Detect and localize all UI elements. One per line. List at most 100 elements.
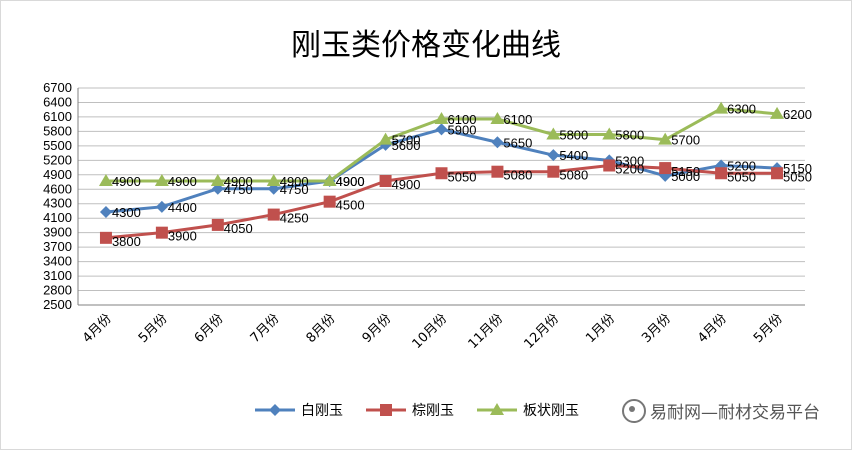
y-tick-label: 2800: [43, 283, 72, 298]
x-tick-label: 12月份: [521, 311, 562, 352]
x-tick-label: 7月份: [248, 311, 283, 346]
x-tick-label: 3月份: [639, 311, 674, 346]
data-label: 4900: [224, 174, 253, 189]
y-tick-label: 4900: [43, 167, 72, 182]
x-tick-label: 10月份: [410, 311, 451, 352]
x-tick-label: 4月份: [695, 311, 730, 346]
legend-marker: [380, 404, 392, 416]
data-point: [266, 174, 281, 186]
data-point: [547, 165, 560, 178]
legend-label: 板状刚玉: [523, 403, 579, 419]
data-point: [491, 136, 504, 149]
y-tick-label: 6400: [43, 94, 72, 109]
y-tick-label: 4300: [43, 196, 72, 211]
y-tick-label: 6700: [43, 80, 72, 95]
data-label: 4050: [224, 221, 253, 236]
data-point: [602, 127, 617, 140]
data-label: 5080: [503, 168, 532, 183]
data-point: [434, 112, 449, 124]
y-tick-label: 3100: [43, 268, 72, 283]
data-point: [99, 231, 112, 244]
data-label: 5800: [559, 128, 588, 143]
x-tick-label: 5月份: [136, 311, 171, 346]
x-tick-label: 11月份: [466, 311, 507, 352]
y-tick-label: 5800: [43, 123, 72, 138]
data-point: [770, 106, 785, 119]
x-tick-label: 6月份: [192, 311, 227, 346]
legend-marker: [490, 403, 504, 415]
data-label: 5150: [783, 161, 812, 176]
data-label: 5900: [448, 122, 477, 137]
data-point: [715, 167, 728, 180]
data-point: [378, 132, 393, 145]
data-label: 5800: [615, 128, 644, 143]
data-label: 4900: [336, 174, 365, 189]
data-label: 5300: [615, 153, 644, 168]
data-label: 4400: [168, 200, 197, 215]
data-point: [155, 200, 168, 213]
data-label: 6200: [783, 107, 812, 122]
legend-marker: [269, 404, 281, 416]
data-label: 5150: [671, 164, 700, 179]
x-tick-label: 5月份: [751, 311, 786, 346]
data-label: 4750: [280, 182, 309, 197]
x-tick-label: 1月份: [583, 311, 618, 346]
y-tick-label: 4100: [43, 210, 72, 225]
data-point: [210, 174, 225, 186]
y-tick-label: 5500: [43, 138, 72, 153]
watermark-text: 易耐网—耐材交易平台: [650, 403, 820, 423]
data-point: [155, 226, 168, 239]
watermark: 易耐网—耐材交易平台: [622, 398, 820, 423]
data-label: 6100: [448, 112, 477, 127]
data-label: 5050: [727, 169, 756, 184]
data-label: 3900: [168, 229, 197, 244]
data-label: 5650: [503, 135, 532, 150]
y-tick-label: 3900: [43, 225, 72, 240]
data-label: 4900: [280, 174, 309, 189]
data-label: 5200: [727, 159, 756, 174]
data-point: [603, 159, 616, 172]
data-point: [267, 208, 280, 221]
data-label: 6100: [503, 112, 532, 127]
data-point: [322, 174, 337, 186]
data-point: [98, 174, 113, 186]
data-label: 3800: [112, 234, 141, 249]
y-tick-label: 3700: [43, 239, 72, 254]
data-point: [435, 167, 448, 180]
data-label: 5050: [448, 169, 477, 184]
data-label: 4900: [336, 174, 365, 189]
chart-title: 刚玉类价格变化曲线: [291, 28, 561, 63]
data-point: [435, 123, 448, 136]
data-label: 5000: [671, 169, 700, 184]
x-tick-label: 9月份: [360, 311, 395, 346]
data-point: [154, 174, 169, 186]
data-label: 5700: [671, 133, 700, 148]
data-point: [771, 167, 784, 180]
data-point: [547, 149, 560, 162]
data-label: 4750: [224, 182, 253, 197]
data-label: 4500: [336, 198, 365, 213]
legend-label: 棕刚玉: [412, 403, 454, 419]
data-point: [211, 218, 224, 231]
x-tick-label: 4月份: [80, 311, 115, 346]
data-label: 4300: [112, 205, 141, 220]
data-point: [323, 195, 336, 208]
y-tick-label: 2500: [43, 297, 72, 312]
data-label: 6300: [727, 102, 756, 117]
legend-label: 白刚玉: [301, 403, 343, 419]
data-point: [491, 165, 504, 178]
data-label: 5050: [783, 169, 812, 184]
wechat-icon: [622, 398, 646, 423]
data-point: [490, 112, 505, 124]
data-label: 4900: [392, 177, 421, 192]
data-point: [546, 127, 561, 140]
x-tick-label: 8月份: [304, 311, 339, 346]
data-point: [99, 206, 112, 218]
data-label: 4900: [168, 174, 197, 189]
data-label: 4250: [280, 211, 309, 226]
data-label: 4900: [112, 174, 141, 189]
data-point: [714, 101, 729, 114]
data-point: [659, 162, 672, 175]
